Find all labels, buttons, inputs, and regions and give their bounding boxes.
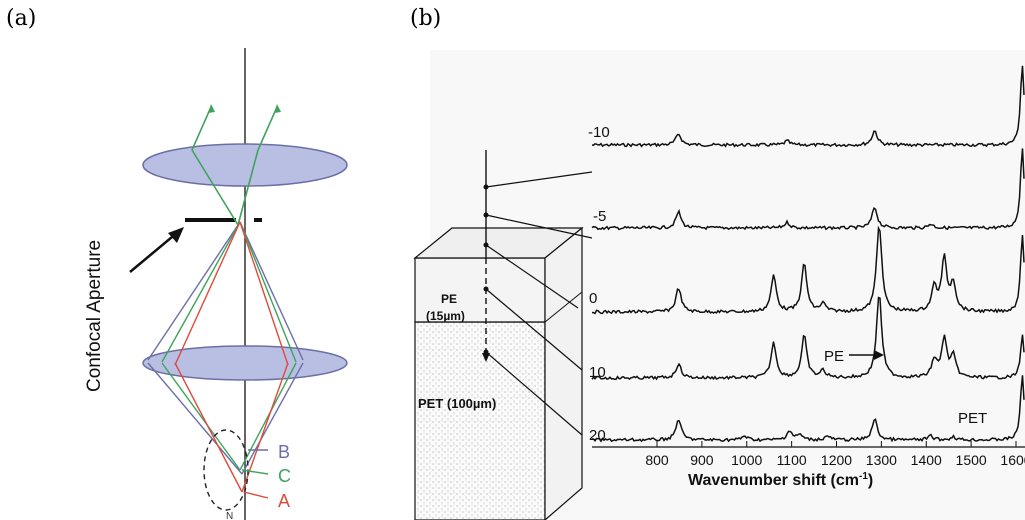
probe-arrowhead [482, 353, 490, 362]
sample-block [413, 226, 584, 520]
focus-label-a: A [278, 491, 290, 511]
spectrum-line [591, 148, 1025, 231]
spectrum-line [591, 225, 1025, 315]
depth-points [483, 184, 489, 355]
panel-a-label: (a) [6, 6, 37, 31]
aperture-arrow [129, 231, 179, 273]
green-arrowhead-right [274, 104, 281, 113]
layer-pe-label: PE [441, 292, 457, 306]
aperture-arrowhead [168, 227, 184, 243]
interface-edge [544, 291, 583, 323]
spectrum-line [591, 65, 1025, 148]
depth-label-0: 0 [589, 290, 597, 307]
block-top [413, 227, 584, 259]
upper-lens [142, 143, 348, 187]
pet-layer [414, 321, 546, 520]
x-tick-label: 1400 [911, 452, 942, 468]
pe-layer [414, 257, 546, 323]
focus-label-c: C [278, 466, 291, 486]
figure-background [430, 50, 1025, 520]
x-tick-label: 1300 [866, 452, 897, 468]
depth-label-m10: -10 [588, 124, 610, 141]
leader-c [241, 469, 269, 475]
layer-pe-thickness: (15µm) [426, 309, 465, 323]
x-tick-label: 1500 [956, 452, 987, 468]
converging-rays [147, 221, 304, 366]
green-arrowhead-left [208, 104, 215, 113]
depth-label-10: 10 [589, 364, 606, 381]
x-axis: 800 900 1000 1100 1200 1300 1400 1500 1600 [592, 441, 1025, 468]
spectra-group [591, 65, 1025, 443]
x-tick-label: 800 [645, 452, 669, 468]
bottom-mark: N [226, 511, 233, 520]
layer-pet-label: PET (100µm) [418, 396, 496, 411]
lower-lens [142, 345, 348, 381]
annotation-pet: PET [958, 410, 987, 427]
annotation-pe: PE [824, 348, 844, 365]
aperture-label: Confocal Aperture [84, 240, 105, 392]
x-tick-label: 900 [690, 452, 714, 468]
panel-b-label: (b) [410, 6, 442, 31]
spectrum-line [592, 375, 1025, 443]
focal-region [203, 429, 249, 511]
annotation-pe-arrowhead [874, 350, 884, 360]
green-rays-top [191, 106, 278, 226]
x-tick-label: 1000 [731, 452, 762, 468]
x-tick-label: 1100 [777, 452, 807, 468]
leader-a [243, 491, 269, 499]
focus-label-b: B [278, 442, 290, 462]
x-tick-label: 1200 [821, 452, 852, 468]
depth-label-20: 20 [589, 427, 606, 444]
spectrum-line [591, 296, 1025, 381]
confocal-diagram: B C A N Confocal Aperture [84, 48, 348, 520]
x-tick-label: 1600 [1000, 452, 1025, 468]
depth-label-m5: -5 [593, 208, 606, 225]
depth-connectors [485, 171, 593, 436]
x-axis-title: Wavenumber shift (cm-1) [688, 471, 873, 489]
block-side [544, 226, 583, 520]
